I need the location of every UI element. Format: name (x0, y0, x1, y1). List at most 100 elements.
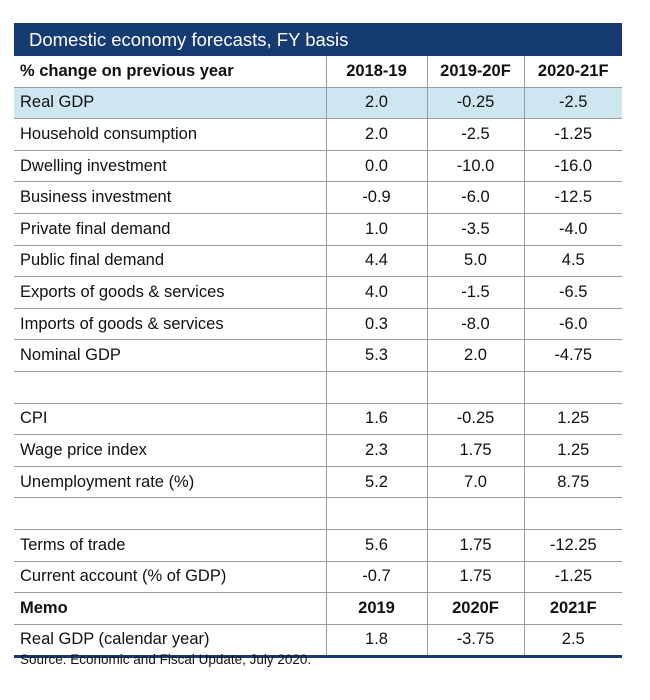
row-value (325, 497, 427, 530)
table-row: Real GDP (calendar year) 1.8 -3.75 2.5 (14, 624, 622, 658)
row-label (14, 497, 326, 530)
row-label: Memo (14, 592, 326, 625)
row-value: 5.0 (426, 245, 524, 278)
row-value: 2.0 (325, 87, 427, 120)
row-label: Real GDP (14, 87, 326, 120)
table-title: Domestic economy forecasts, FY basis (14, 23, 622, 56)
table-row: Terms of trade 5.6 1.75 -12.25 (14, 529, 622, 562)
row-label: Wage price index (14, 434, 326, 467)
row-value: 2019 (325, 592, 427, 625)
table-row: Dwelling investment 0.0 -10.0 -16.0 (14, 150, 622, 183)
row-value: 8.75 (523, 466, 622, 499)
row-value: 1.25 (523, 434, 622, 467)
row-value: -6.0 (523, 308, 622, 341)
row-value: 1.75 (426, 434, 524, 467)
table-body: % change on previous year 2018-19 2019-2… (14, 56, 622, 658)
header-cell-2018-19: 2018-19 (325, 56, 427, 88)
row-label: Public final demand (14, 245, 326, 278)
row-label: Private final demand (14, 213, 326, 246)
row-value: 2.0 (325, 118, 427, 151)
forecast-table-panel: Domestic economy forecasts, FY basis % c… (14, 23, 622, 659)
row-value: 5.3 (325, 339, 427, 372)
row-value (426, 371, 524, 404)
row-value: 4.0 (325, 276, 427, 309)
row-value: -0.25 (426, 403, 524, 436)
row-value: -3.5 (426, 213, 524, 246)
header-row: % change on previous year 2018-19 2019-2… (14, 56, 622, 88)
row-value: -3.75 (426, 624, 524, 658)
forecast-table: % change on previous year 2018-19 2019-2… (14, 56, 622, 659)
row-label: Unemployment rate (%) (14, 466, 326, 499)
row-label: Real GDP (calendar year) (14, 624, 326, 658)
table-row: Public final demand 4.4 5.0 4.5 (14, 245, 622, 278)
row-label: Imports of goods & services (14, 308, 326, 341)
table-row: Business investment -0.9 -6.0 -12.5 (14, 181, 622, 214)
row-label: Exports of goods & services (14, 276, 326, 309)
row-value: -16.0 (523, 150, 622, 183)
row-value: 1.8 (325, 624, 427, 658)
row-value (523, 497, 622, 530)
row-value: 1.75 (426, 561, 524, 594)
row-value: 1.25 (523, 403, 622, 436)
row-value: -0.7 (325, 561, 427, 594)
row-value: 0.3 (325, 308, 427, 341)
row-label: Nominal GDP (14, 339, 326, 372)
row-value: -6.5 (523, 276, 622, 309)
row-value: 2.0 (426, 339, 524, 372)
table-row (14, 371, 622, 404)
row-value: -1.25 (523, 561, 622, 594)
row-value: -4.75 (523, 339, 622, 372)
row-label: CPI (14, 403, 326, 436)
header-cell-2020-21F: 2020-21F (523, 56, 622, 88)
header-cell-2019-20F: 2019-20F (426, 56, 524, 88)
row-label: Terms of trade (14, 529, 326, 562)
row-value: 1.6 (325, 403, 427, 436)
source-note: Source: Economic and Fiscal Update, July… (20, 652, 312, 667)
row-value: -2.5 (426, 118, 524, 151)
row-value: 5.6 (325, 529, 427, 562)
row-value: 7.0 (426, 466, 524, 499)
row-value: -4.0 (523, 213, 622, 246)
row-value: 1.75 (426, 529, 524, 562)
row-value: -0.9 (325, 181, 427, 214)
row-value: -2.5 (523, 87, 622, 120)
table-row: Imports of goods & services 0.3 -8.0 -6.0 (14, 308, 622, 341)
table-row: Household consumption 2.0 -2.5 -1.25 (14, 118, 622, 151)
header-cell-label: % change on previous year (14, 56, 326, 88)
row-label: Dwelling investment (14, 150, 326, 183)
table-row: Current account (% of GDP) -0.7 1.75 -1.25 (14, 561, 622, 594)
row-value (523, 371, 622, 404)
row-label: Household consumption (14, 118, 326, 151)
row-value: -1.25 (523, 118, 622, 151)
table-row: Memo 2019 2020F 2021F (14, 592, 622, 625)
table-row: Nominal GDP 5.3 2.0 -4.75 (14, 339, 622, 372)
row-value: 0.0 (325, 150, 427, 183)
row-value: -12.5 (523, 181, 622, 214)
row-value: -1.5 (426, 276, 524, 309)
table-row: CPI 1.6 -0.25 1.25 (14, 403, 622, 436)
row-value: 2.5 (523, 624, 622, 658)
row-value: 1.0 (325, 213, 427, 246)
table-row: Exports of goods & services 4.0 -1.5 -6.5 (14, 276, 622, 309)
row-value: -0.25 (426, 87, 524, 120)
table-row: Unemployment rate (%) 5.2 7.0 8.75 (14, 466, 622, 499)
row-value: 2020F (426, 592, 524, 625)
row-value: 2021F (523, 592, 622, 625)
row-label: Business investment (14, 181, 326, 214)
table-row: Private final demand 1.0 -3.5 -4.0 (14, 213, 622, 246)
row-label: Current account (% of GDP) (14, 561, 326, 594)
row-value: 5.2 (325, 466, 427, 499)
row-value: 2.3 (325, 434, 427, 467)
row-value: -6.0 (426, 181, 524, 214)
table-row (14, 497, 622, 530)
row-value: 4.5 (523, 245, 622, 278)
table-row: Real GDP 2.0 -0.25 -2.5 (14, 87, 622, 120)
row-value (325, 371, 427, 404)
row-value (426, 497, 524, 530)
row-value: -12.25 (523, 529, 622, 562)
table-row: Wage price index 2.3 1.75 1.25 (14, 434, 622, 467)
row-value: -10.0 (426, 150, 524, 183)
row-value: 4.4 (325, 245, 427, 278)
row-label (14, 371, 326, 404)
row-value: -8.0 (426, 308, 524, 341)
